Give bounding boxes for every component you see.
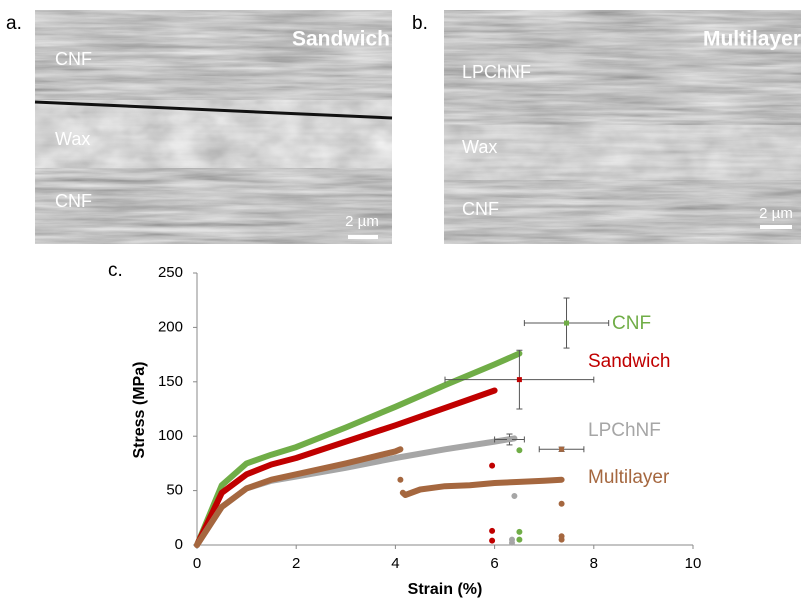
layer-label: Wax bbox=[55, 129, 90, 149]
x-tick-label: 8 bbox=[590, 555, 598, 572]
x-tick-label: 4 bbox=[391, 555, 399, 572]
stress-strain-curve bbox=[194, 435, 518, 548]
x-tick-label: 0 bbox=[193, 555, 201, 572]
sem-panel-b: b. Multilayer LPChNF Wax CNF 2 µm bbox=[412, 10, 801, 244]
layer-label: LPChNF bbox=[462, 62, 531, 82]
layer-label: CNF bbox=[55, 49, 92, 69]
y-tick-label: 250 bbox=[158, 264, 183, 281]
y-tick-label: 150 bbox=[158, 373, 183, 390]
stress-strain-curve bbox=[194, 446, 565, 548]
scale-bar-label: 2 µm bbox=[759, 205, 793, 222]
series-label: LPChNF bbox=[588, 420, 661, 441]
mean-point bbox=[516, 377, 522, 383]
wax-layer bbox=[444, 125, 801, 180]
x-axis-label: Strain (%) bbox=[408, 581, 483, 598]
series-label: Multilayer bbox=[588, 467, 670, 488]
y-tick-label: 200 bbox=[158, 318, 183, 335]
y-axis-label: Stress (MPa) bbox=[131, 362, 148, 459]
mean-point bbox=[559, 446, 565, 452]
sem-panel-a: a. Sandwich CNF Wax CNF 2 µm bbox=[6, 10, 393, 244]
stress-strain-curve bbox=[194, 387, 498, 548]
x-tick-label: 6 bbox=[490, 555, 498, 572]
mean-point bbox=[506, 436, 512, 442]
crack bbox=[34, 100, 393, 120]
panel-label: c. bbox=[108, 260, 123, 281]
panel-label: b. bbox=[412, 13, 428, 34]
layer-label: CNF bbox=[462, 199, 499, 219]
scale-bar bbox=[348, 235, 378, 239]
scale-bar-label: 2 µm bbox=[345, 213, 379, 230]
layer-label: CNF bbox=[55, 191, 92, 211]
series-label: CNF bbox=[612, 313, 651, 334]
layer-label: Wax bbox=[462, 137, 497, 157]
x-tick-label: 10 bbox=[685, 555, 702, 572]
y-tick-label: 50 bbox=[166, 482, 183, 499]
panel-title: Sandwich bbox=[292, 28, 390, 51]
plot-area: 0 50 100 150 200 250 0 2 4 6 8 10 CNF Sandwich LPChNF M… bbox=[158, 264, 701, 572]
series-label: Sandwich bbox=[588, 351, 670, 372]
panel-label: a. bbox=[6, 13, 22, 34]
mean-point bbox=[564, 320, 570, 326]
scale-bar bbox=[760, 225, 792, 229]
x-tick-label: 2 bbox=[292, 555, 300, 572]
stress-strain-curve bbox=[194, 350, 523, 548]
y-tick-label: 0 bbox=[175, 536, 183, 553]
panel-title: Multilayer bbox=[703, 28, 801, 51]
y-tick-label: 100 bbox=[158, 427, 183, 444]
